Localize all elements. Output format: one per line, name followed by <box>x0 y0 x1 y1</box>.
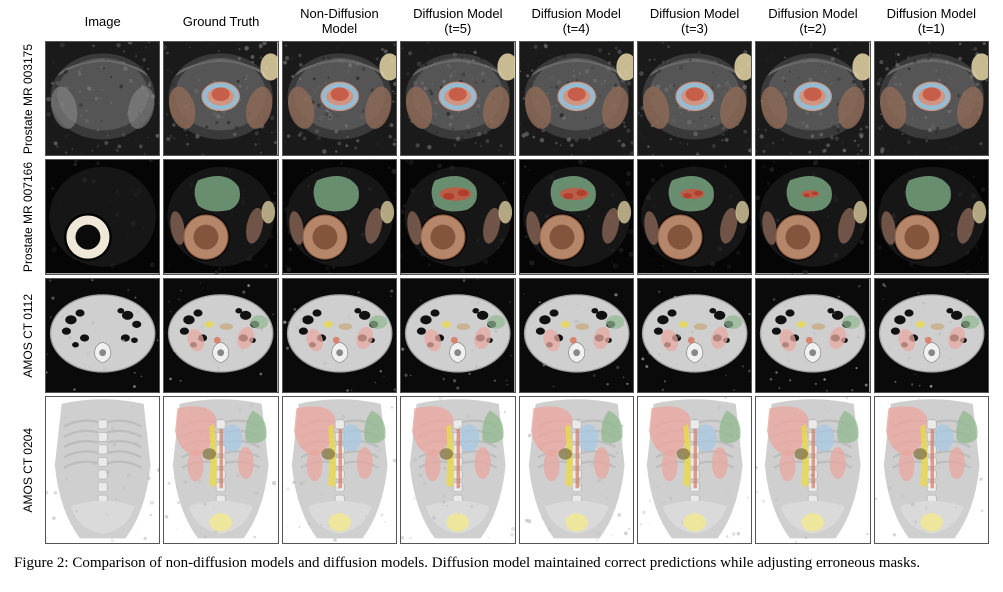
grid-cell <box>519 396 634 544</box>
grid-cell <box>874 396 989 544</box>
grid-cell <box>282 278 397 393</box>
grid-cell <box>519 159 634 274</box>
col-header: Diffusion Model (t=3) <box>637 6 752 38</box>
col-header: Ground Truth <box>163 14 278 31</box>
grid-cell <box>400 41 515 156</box>
row-label: Prostate MR 007166 <box>21 162 35 272</box>
grid-cell <box>519 41 634 156</box>
col-header: Diffusion Model (t=5) <box>400 6 515 38</box>
grid-cell <box>637 41 752 156</box>
grid-cell <box>519 278 634 393</box>
grid-cell <box>282 159 397 274</box>
grid-cell <box>45 41 160 156</box>
grid-cell <box>874 159 989 274</box>
col-header: Image <box>45 14 160 31</box>
grid-cell <box>637 396 752 544</box>
grid-cell <box>755 41 870 156</box>
grid-cell <box>45 159 160 274</box>
grid-cell <box>45 278 160 393</box>
grid-cell <box>163 41 278 156</box>
grid-cell <box>45 396 160 544</box>
grid-cell <box>163 278 278 393</box>
grid-cell <box>163 396 278 544</box>
row-label: AMOS CT 0204 <box>21 428 35 512</box>
grid-cell <box>637 278 752 393</box>
col-header: Diffusion Model (t=2) <box>755 6 870 38</box>
grid-cell <box>163 159 278 274</box>
grid-cell <box>755 396 870 544</box>
grid-cell <box>755 278 870 393</box>
row-label: Prostate MR 003175 <box>21 44 35 154</box>
figure-caption: Figure 2: Comparison of non-diffusion mo… <box>14 554 989 573</box>
figure-2: Image Ground Truth Non-Diffusion Model D… <box>0 0 1003 581</box>
col-header: Diffusion Model (t=4) <box>519 6 634 38</box>
grid-cell <box>400 278 515 393</box>
row-label: AMOS CT 0112 <box>21 294 35 378</box>
grid-cell <box>874 278 989 393</box>
grid-cell <box>400 396 515 544</box>
grid-cell <box>874 41 989 156</box>
grid-cell <box>755 159 870 274</box>
image-grid: Image Ground Truth Non-Diffusion Model D… <box>14 6 989 544</box>
col-header: Non-Diffusion Model <box>282 6 397 38</box>
grid-cell <box>282 396 397 544</box>
col-header: Diffusion Model (t=1) <box>874 6 989 38</box>
grid-cell <box>400 159 515 274</box>
grid-cell <box>282 41 397 156</box>
grid-cell <box>637 159 752 274</box>
